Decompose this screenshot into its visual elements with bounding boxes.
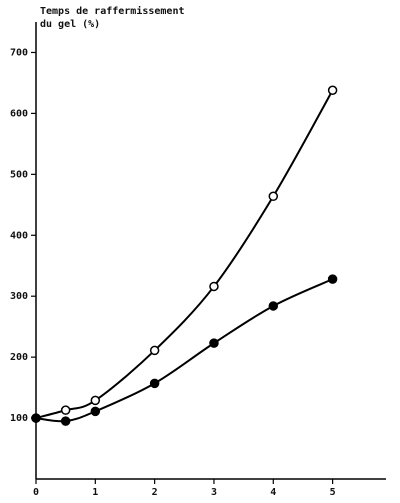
point — [327, 274, 338, 284]
point — [90, 406, 101, 417]
fit-curve — [35, 89, 334, 420]
y-tick-label: 600 — [10, 108, 28, 119]
point — [327, 85, 338, 95]
y-tick-label: 400 — [10, 230, 28, 241]
y-tick-label: 700 — [10, 47, 28, 58]
x-tick-label: 0 — [33, 487, 39, 498]
y-tick-label: 200 — [10, 352, 28, 363]
y-tick-label: 300 — [10, 291, 28, 302]
y-axis-label: du gel (%) — [40, 19, 100, 30]
point — [149, 378, 160, 389]
y-axis-label: Temps de raffermissement — [40, 5, 185, 17]
point — [209, 338, 219, 348]
y-tick-label: 500 — [10, 169, 28, 180]
x-tick-label: 3 — [211, 487, 217, 498]
fit-curve — [35, 278, 334, 423]
point — [60, 405, 71, 415]
point — [60, 416, 71, 426]
point — [268, 301, 279, 311]
x-tick-label: 4 — [270, 487, 276, 498]
x-tick-label: 2 — [152, 487, 158, 498]
point — [31, 413, 41, 423]
point — [149, 345, 160, 356]
point — [268, 191, 279, 202]
y-tick-label: 100 — [10, 413, 28, 424]
point — [209, 281, 219, 292]
point — [90, 395, 101, 406]
x-tick-label: 5 — [330, 487, 336, 498]
x-tick-label: 1 — [92, 487, 98, 498]
